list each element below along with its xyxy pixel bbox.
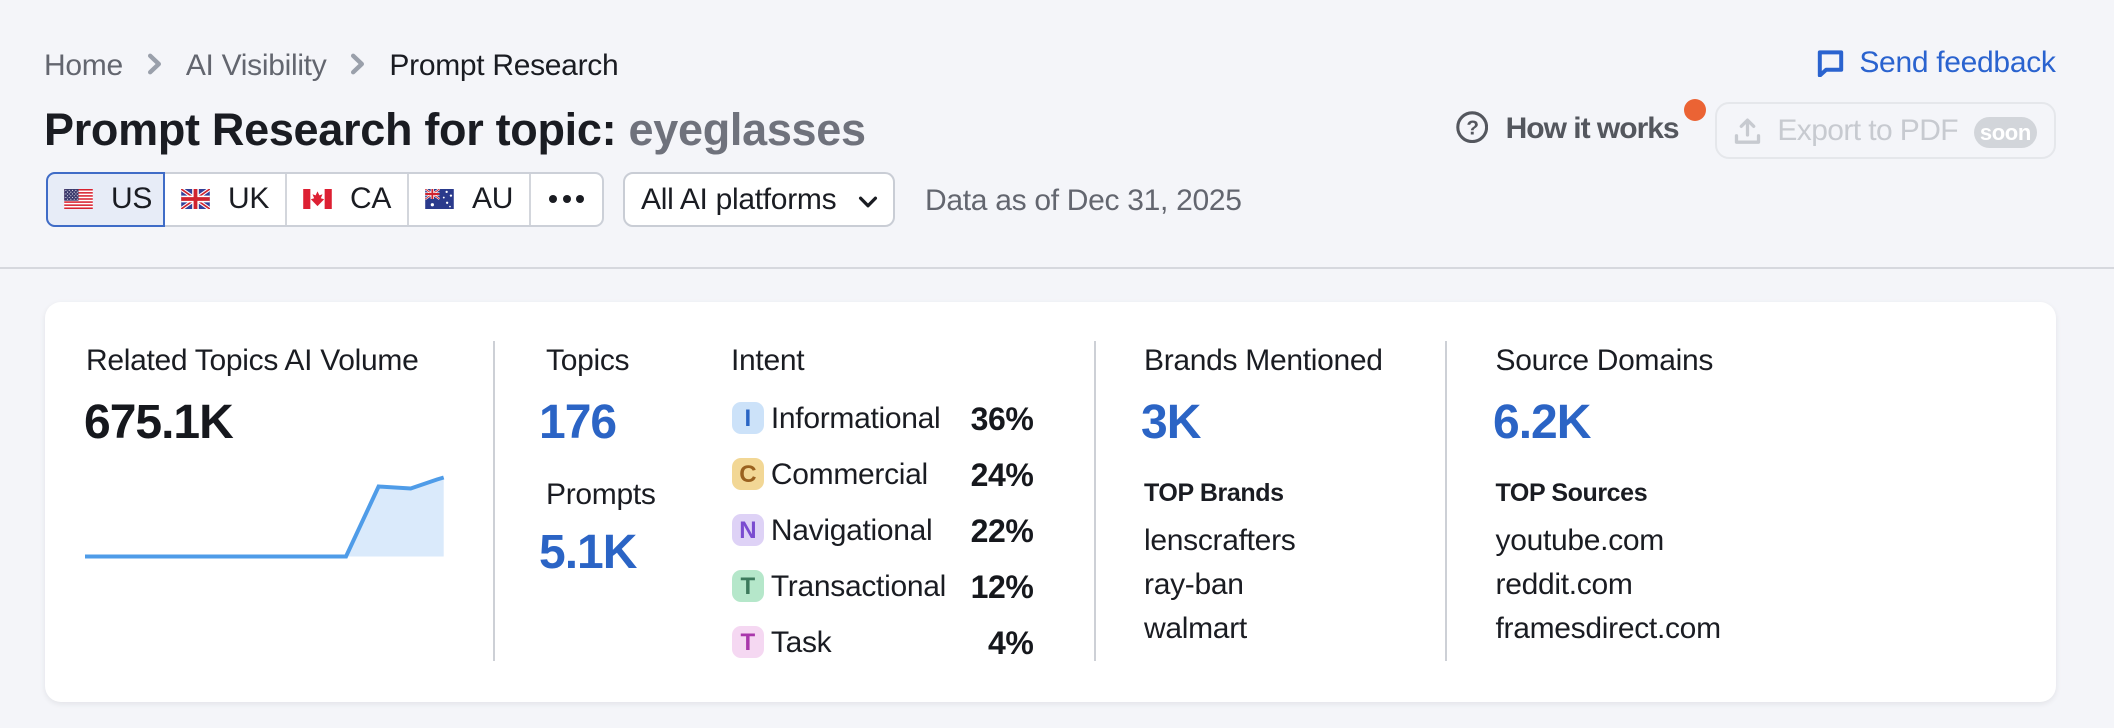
svg-text:?: ? [1466, 116, 1478, 139]
